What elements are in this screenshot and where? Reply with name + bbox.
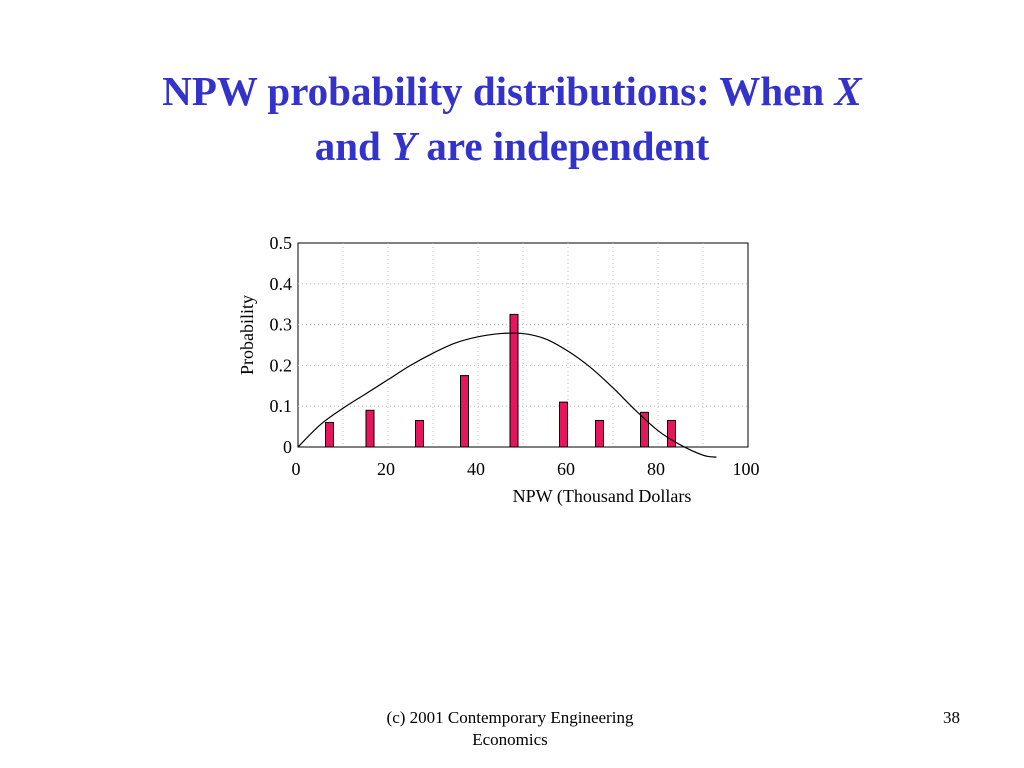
bar [559, 401, 568, 448]
title-text-1: NPW probability distributions: When [162, 68, 835, 114]
x-tick-label: 80 [647, 459, 665, 479]
x-tick-labels: 0 20 40 60 80 100 [292, 459, 760, 479]
bar [595, 419, 604, 448]
bar [325, 422, 334, 448]
bar [415, 419, 424, 448]
y-tick-label: 0.4 [270, 274, 293, 294]
bar [640, 411, 649, 448]
y-tick-label: 0 [283, 437, 292, 457]
title-text-3: are independent [416, 123, 710, 169]
grid-lines [298, 243, 748, 447]
bar [460, 375, 469, 448]
title-var-x: X [834, 68, 862, 114]
bar [667, 419, 676, 448]
footer-line-1: (c) 2001 Contemporary Engineering [386, 708, 634, 727]
y-tick-label: 0.3 [270, 315, 293, 335]
footer-copyright: (c) 2001 Contemporary Engineering Econom… [330, 707, 690, 751]
x-tick-label: 100 [733, 459, 760, 479]
bar [509, 313, 519, 448]
title-text-2: and [314, 123, 392, 169]
y-tick-labels: 0 0.1 0.2 0.3 0.4 0.5 [270, 233, 293, 457]
footer-line-2: Economics [472, 730, 548, 749]
y-tick-label: 0.1 [270, 396, 293, 416]
y-tick-label: 0.2 [270, 355, 293, 375]
title-var-y: Y [391, 123, 417, 169]
x-tick-label: 40 [467, 459, 485, 479]
bar [365, 409, 375, 448]
slide-title: NPW probability distributions: When X an… [0, 64, 1024, 174]
distribution-curve [297, 332, 717, 458]
x-tick-label: 60 [557, 459, 575, 479]
page-number: 38 [943, 708, 960, 727]
y-axis-label: Probability [237, 295, 257, 375]
x-axis-label: NPW (Thousand Dollars [513, 486, 692, 507]
bars [325, 313, 676, 448]
y-tick-label: 0.5 [270, 233, 293, 253]
x-tick-label: 20 [377, 459, 395, 479]
x-tick-label: 0 [292, 459, 301, 479]
